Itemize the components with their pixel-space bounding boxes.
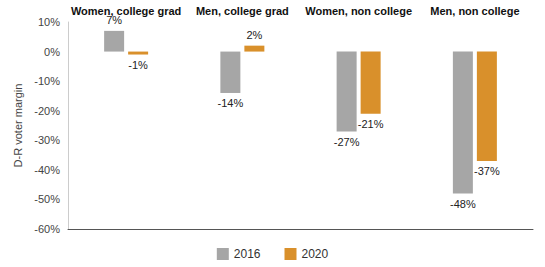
svg-text:-48%: -48%	[450, 198, 476, 210]
svg-text:2016: 2016	[234, 247, 261, 261]
svg-text:Women, non college: Women, non college	[305, 5, 412, 17]
svg-text:Men, college grad: Men, college grad	[196, 5, 289, 17]
svg-text:-10%: -10%	[34, 75, 60, 87]
svg-text:Women, college grad: Women, college grad	[71, 5, 181, 17]
svg-text:7%: 7%	[106, 14, 122, 26]
svg-text:-1%: -1%	[128, 59, 148, 71]
svg-text:-50%: -50%	[34, 193, 60, 205]
svg-text:2%: 2%	[246, 29, 262, 41]
svg-text:10%: 10%	[38, 16, 60, 28]
svg-text:0%: 0%	[44, 46, 60, 58]
svg-text:-27%: -27%	[334, 136, 360, 148]
svg-text:2020: 2020	[302, 247, 329, 261]
svg-text:-21%: -21%	[358, 118, 384, 130]
svg-text:-30%: -30%	[34, 134, 60, 146]
svg-text:-37%: -37%	[474, 165, 500, 177]
svg-text:-20%: -20%	[34, 105, 60, 117]
svg-text:D-R voter margin: D-R voter margin	[12, 84, 24, 168]
svg-text:-14%: -14%	[218, 97, 244, 109]
svg-text:Men, non college: Men, non college	[430, 5, 519, 17]
svg-text:-40%: -40%	[34, 164, 60, 176]
svg-text:-60%: -60%	[34, 223, 60, 235]
